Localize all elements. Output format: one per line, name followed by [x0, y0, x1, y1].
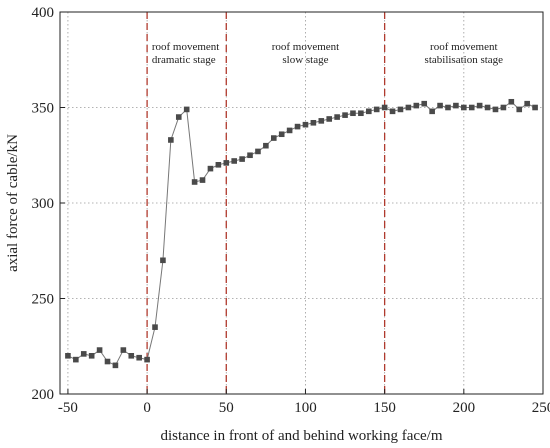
series-line: [67, 101, 536, 367]
data-point: [207, 165, 214, 172]
data-point: [231, 158, 237, 164]
data-point: [342, 112, 348, 118]
data-point: [381, 104, 388, 111]
data-point: [104, 358, 111, 365]
data-point: [160, 257, 166, 264]
data-point: [366, 108, 372, 115]
x-tick-label: 200: [453, 400, 476, 416]
stage-annotation: stabilisation stage: [425, 54, 504, 66]
data-point: [508, 98, 515, 105]
data-point: [215, 162, 222, 168]
y-tick-label: 250: [32, 292, 55, 308]
x-tick-label: -50: [58, 400, 78, 416]
stage-boundaries: [146, 12, 386, 394]
data-point: [310, 119, 317, 126]
data-point: [128, 353, 135, 359]
y-tick-label: 300: [32, 196, 55, 212]
data-point: [73, 356, 79, 363]
data-point: [532, 104, 538, 111]
data-point: [468, 104, 475, 111]
data-point: [136, 354, 142, 361]
data-point: [461, 104, 467, 111]
data-point: [476, 102, 483, 109]
data-point: [96, 347, 103, 353]
data-point: [152, 324, 158, 330]
data-point: [223, 160, 230, 166]
data-point: [263, 142, 269, 149]
data-point: [524, 100, 530, 107]
data-point: [239, 156, 245, 162]
data-point: [373, 106, 380, 113]
data-point: [484, 104, 491, 111]
data-point: [445, 104, 451, 111]
data-point: [88, 353, 95, 359]
data-point: [286, 127, 293, 134]
stage-annotation: roof movement: [152, 41, 220, 53]
grid-lines: [60, 11, 544, 395]
axis-ticks: -50 0 50 100 150 200 250 200 250 300 350 400: [32, 5, 550, 416]
data-point: [199, 177, 206, 183]
stage-annotation: roof movement: [430, 41, 498, 53]
data-point: [302, 121, 309, 128]
x-tick-label: 150: [373, 400, 396, 416]
x-axis-title: distance in front of and behind working …: [161, 428, 443, 444]
data-point: [318, 118, 325, 124]
stage-annotation: dramatic stage: [152, 54, 216, 66]
x-tick-label: 50: [219, 400, 234, 416]
data-point: [294, 123, 301, 130]
data-point: [389, 108, 396, 115]
data-point: [112, 362, 119, 369]
data-point: [278, 131, 285, 138]
data-point: [492, 106, 499, 113]
x-tick-label: 100: [294, 400, 317, 416]
y-tick-label: 200: [32, 387, 55, 403]
data-point: [80, 351, 87, 357]
y-axis-title: axial force of cable/kN: [5, 134, 21, 272]
data-point: [429, 108, 435, 115]
data-point: [500, 104, 507, 111]
data-point: [421, 100, 428, 107]
data-point: [397, 106, 404, 113]
data-point: [183, 106, 190, 113]
data-point: [453, 102, 459, 109]
data-point: [120, 347, 127, 353]
data-point: [175, 114, 182, 120]
data-point: [437, 102, 443, 109]
data-series: [65, 98, 538, 369]
data-point: [405, 104, 412, 111]
data-point: [144, 356, 150, 363]
data-point: [413, 102, 420, 109]
x-tick-label: 0: [143, 400, 151, 416]
stage-annotation: slow stage: [282, 54, 328, 66]
data-point: [358, 110, 364, 117]
data-point: [334, 114, 340, 120]
data-point: [516, 106, 523, 113]
data-point: [65, 353, 71, 359]
data-point: [168, 137, 174, 143]
y-tick-label: 350: [32, 101, 55, 117]
data-point: [255, 148, 261, 155]
data-point: [247, 152, 253, 159]
y-tick-label: 400: [32, 5, 55, 21]
stage-annotation: roof movement: [272, 41, 340, 53]
x-tick-label: 250: [532, 400, 550, 416]
data-point: [350, 110, 356, 117]
data-point: [270, 135, 277, 141]
data-point: [326, 116, 333, 122]
data-point: [191, 179, 198, 185]
